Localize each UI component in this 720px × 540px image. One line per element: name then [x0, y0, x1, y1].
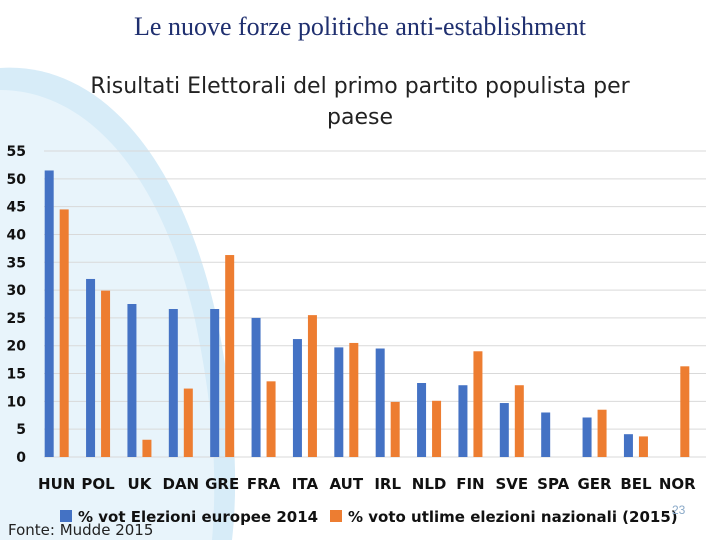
x-tick-label: GRE [205, 475, 239, 493]
bar-sve-series-1 [499, 403, 509, 457]
chart-gridlines [44, 150, 706, 458]
bar-fra-series-1 [251, 317, 261, 457]
y-tick-label: 55 [7, 144, 26, 160]
bar-pol-series-1 [86, 278, 96, 457]
bar-uk-series-1 [127, 304, 137, 457]
bar-irl-series-2 [390, 401, 400, 457]
y-tick-label: 20 [7, 339, 27, 355]
x-tick-label: FIN [456, 475, 484, 493]
legend-label-series-1: % vot Elezioni europee 2014 [78, 508, 318, 526]
x-tick-label: POL [81, 475, 115, 493]
bar-hun-series-1 [44, 170, 54, 457]
y-tick-label: 35 [7, 255, 26, 271]
x-tick-label: NLD [412, 475, 447, 493]
bar-aut-series-1 [334, 347, 344, 457]
chart-legend: % vot Elezioni europee 2014 % voto utlime… [60, 508, 678, 526]
bar-ger-series-2 [597, 409, 607, 457]
y-tick-label: 30 [7, 283, 27, 299]
y-tick-label: 5 [16, 422, 26, 438]
y-tick-label: 40 [7, 227, 27, 243]
x-tick-label: UK [128, 475, 153, 493]
bar-fra-series-2 [266, 381, 276, 457]
bar-sve-series-2 [514, 385, 524, 457]
x-tick-label: SVE [495, 475, 528, 493]
source-note: Fonte: Mudde 2015 [8, 521, 154, 539]
bar-nor-series-2 [680, 366, 690, 457]
y-tick-label: 0 [16, 450, 26, 466]
bar-ita-series-2 [307, 315, 317, 457]
bar-pol-series-2 [101, 290, 111, 457]
y-tick-label: 10 [7, 394, 27, 410]
legend-swatch-series-1 [60, 510, 72, 522]
legend-swatch-series-2 [330, 510, 342, 522]
bar-nld-series-2 [432, 400, 442, 457]
x-tick-label: SPA [537, 475, 569, 493]
bar-uk-series-2 [142, 439, 152, 457]
bar-ita-series-1 [292, 339, 302, 457]
chart-title: Risultati Elettorali del primo partito p… [90, 74, 630, 130]
slide-number: 23 [672, 503, 686, 517]
x-tick-label: NOR [659, 475, 696, 493]
x-tick-label: GER [578, 475, 613, 493]
x-tick-label: DAN [163, 475, 200, 493]
x-tick-label: AUT [330, 475, 364, 493]
x-tick-label: BEL [620, 475, 652, 493]
bar-fin-series-2 [473, 351, 483, 457]
bar-gre-series-1 [210, 309, 220, 457]
chart-title-line: Risultati Elettorali del primo partito p… [90, 74, 630, 99]
bar-ger-series-1 [582, 417, 592, 457]
y-axis: 0 5 10 15 20 25 30 35 40 45 50 55 [7, 144, 27, 466]
chart-title-line: paese [327, 105, 393, 130]
bar-nld-series-1 [417, 383, 427, 457]
bar-spa-series-1 [541, 412, 551, 457]
legend-label-series-2: % voto utlime elezioni nazionali (2015) [348, 508, 678, 526]
x-tick-label: IRL [374, 475, 401, 493]
bar-aut-series-2 [349, 342, 359, 457]
bar-fin-series-1 [458, 385, 468, 457]
x-tick-label: ITA [292, 475, 319, 493]
bar-irl-series-1 [375, 348, 385, 457]
bar-bel-series-1 [623, 434, 633, 457]
x-tick-label: HUN [38, 475, 75, 493]
x-axis: HUN POL UK DAN GRE FRA ITA AUT IRL NLD FIN SVE SPA GE… [38, 475, 696, 493]
y-tick-label: 45 [7, 200, 26, 216]
bar-dan-series-1 [168, 309, 178, 457]
y-tick-label: 25 [7, 311, 26, 327]
y-tick-label: 50 [7, 172, 27, 188]
bar-hun-series-2 [59, 209, 69, 457]
bar-gre-series-2 [225, 255, 235, 457]
x-tick-label: FRA [247, 475, 281, 493]
slide-title: Le nuove forze politiche anti-establishm… [134, 12, 586, 41]
bar-dan-series-2 [183, 388, 193, 457]
bar-chart: Risultati Elettorali del primo partito p… [7, 74, 706, 526]
y-tick-label: 15 [7, 367, 26, 383]
bar-bel-series-2 [638, 436, 648, 457]
chart-bars [44, 170, 690, 457]
